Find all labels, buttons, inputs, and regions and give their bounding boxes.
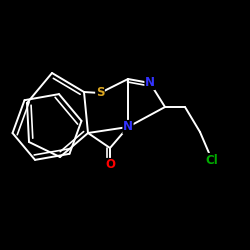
Text: N: N (145, 76, 155, 90)
Text: O: O (105, 158, 115, 172)
Text: S: S (96, 86, 104, 100)
Text: Cl: Cl (206, 154, 218, 166)
Text: N: N (123, 120, 133, 134)
